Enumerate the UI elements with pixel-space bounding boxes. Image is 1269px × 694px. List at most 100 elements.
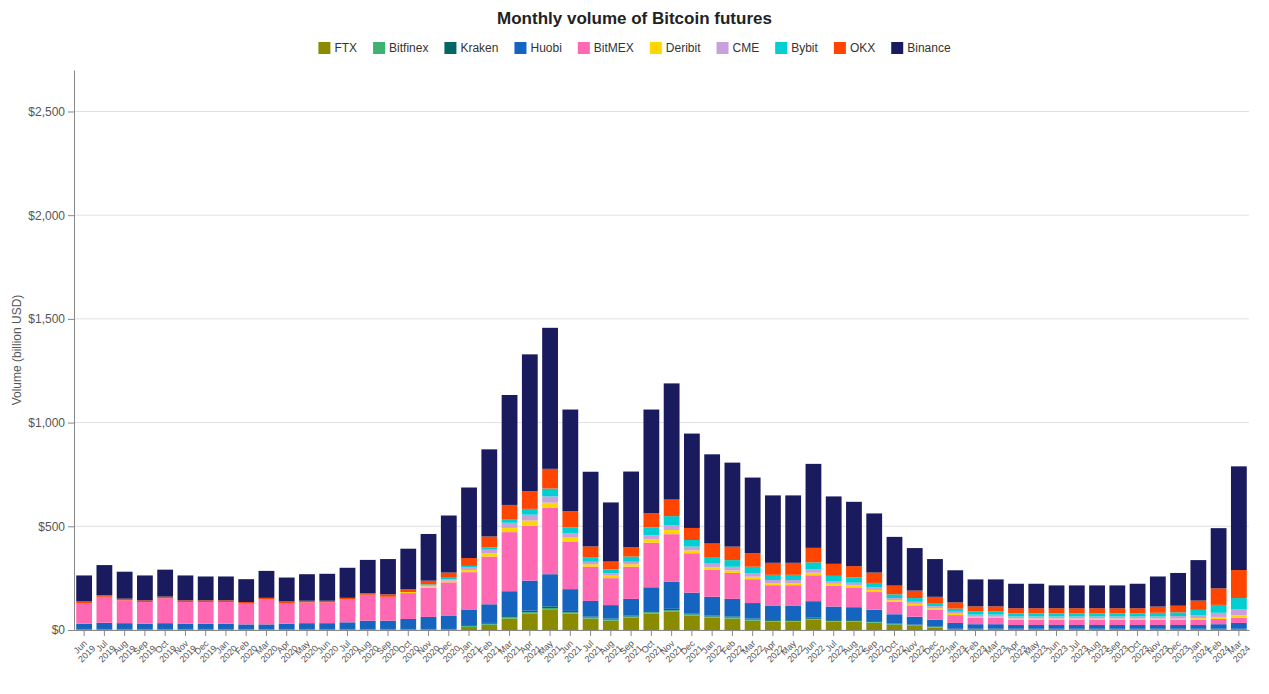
x-tick-mark bbox=[1016, 630, 1017, 636]
bar bbox=[725, 619, 741, 630]
bar bbox=[1028, 608, 1044, 613]
bar bbox=[765, 575, 781, 580]
bar bbox=[887, 600, 903, 602]
bar bbox=[562, 410, 578, 512]
bar bbox=[927, 606, 943, 608]
bar bbox=[1089, 585, 1105, 608]
x-tick-mark bbox=[1238, 630, 1239, 636]
bar bbox=[603, 578, 619, 605]
bar bbox=[704, 564, 720, 568]
bar bbox=[947, 609, 963, 612]
bar bbox=[421, 581, 437, 585]
bar bbox=[887, 594, 903, 598]
legend-label: FTX bbox=[334, 41, 357, 55]
bar bbox=[826, 607, 842, 620]
bar bbox=[259, 630, 275, 631]
bar bbox=[279, 630, 295, 631]
bar bbox=[968, 606, 984, 611]
bar bbox=[745, 619, 761, 620]
bar bbox=[643, 612, 659, 613]
bar bbox=[988, 612, 1004, 615]
x-tick-mark bbox=[894, 630, 895, 636]
bar bbox=[441, 573, 457, 578]
bar bbox=[1089, 630, 1105, 631]
bar bbox=[745, 577, 761, 579]
bar bbox=[1150, 620, 1166, 625]
bar bbox=[806, 548, 822, 563]
bar bbox=[725, 567, 741, 571]
bar bbox=[198, 602, 214, 624]
bar bbox=[522, 611, 538, 612]
bar bbox=[887, 598, 903, 600]
series bbox=[76, 328, 1247, 608]
bars bbox=[76, 328, 1247, 630]
bar bbox=[1150, 619, 1166, 620]
bar bbox=[198, 600, 214, 602]
bar bbox=[117, 629, 133, 630]
bar bbox=[927, 610, 943, 620]
bar bbox=[745, 620, 761, 621]
x-tick: Mar 2024 bbox=[1224, 630, 1252, 664]
bar bbox=[542, 489, 558, 497]
x-tick-mark bbox=[448, 630, 449, 636]
bar bbox=[907, 591, 923, 598]
x-tick-mark bbox=[1117, 630, 1118, 636]
bar bbox=[643, 613, 659, 630]
bar bbox=[623, 618, 639, 630]
bar bbox=[826, 622, 842, 630]
x-tick-mark bbox=[408, 630, 409, 636]
bar bbox=[725, 573, 741, 599]
bar bbox=[238, 630, 254, 631]
bar bbox=[502, 395, 518, 505]
y-tick: $2,500 bbox=[28, 105, 74, 119]
bar bbox=[400, 592, 416, 593]
bar bbox=[1130, 613, 1146, 616]
bar bbox=[1008, 620, 1024, 625]
legend-item: Deribit bbox=[650, 41, 701, 55]
legend-swatch bbox=[318, 42, 330, 54]
bar bbox=[522, 526, 538, 581]
bar bbox=[319, 623, 335, 629]
bar bbox=[421, 585, 437, 586]
bar bbox=[947, 612, 963, 614]
bar bbox=[238, 602, 254, 604]
bar bbox=[299, 630, 315, 631]
bar bbox=[725, 617, 741, 618]
bar bbox=[76, 629, 92, 630]
x-tick-mark bbox=[529, 630, 530, 636]
bar bbox=[887, 537, 903, 586]
bar bbox=[319, 574, 335, 601]
bar bbox=[765, 580, 781, 583]
bar bbox=[137, 624, 153, 629]
bar bbox=[684, 434, 700, 528]
x-tick-mark bbox=[489, 630, 490, 636]
bar bbox=[927, 620, 943, 627]
legend-swatch bbox=[717, 42, 729, 54]
bar bbox=[542, 608, 558, 609]
bar bbox=[481, 550, 497, 554]
bar bbox=[806, 618, 822, 619]
grid-line bbox=[74, 630, 1249, 631]
x-tick-mark bbox=[1178, 630, 1179, 636]
x-tick-mark bbox=[327, 630, 328, 636]
x-tick-mark bbox=[671, 630, 672, 636]
x-tick-mark bbox=[651, 630, 652, 636]
bar bbox=[360, 595, 376, 621]
legend-swatch bbox=[650, 42, 662, 54]
bar bbox=[968, 615, 984, 617]
x-tick-mark bbox=[124, 630, 125, 636]
y-tick-mark bbox=[68, 630, 74, 631]
grid bbox=[74, 111, 1249, 630]
bar bbox=[684, 547, 700, 551]
bar bbox=[785, 585, 801, 606]
bar bbox=[481, 625, 497, 630]
bar bbox=[461, 572, 477, 609]
bar bbox=[1170, 625, 1186, 629]
bar bbox=[1130, 608, 1146, 613]
bar bbox=[279, 629, 295, 630]
bar bbox=[1008, 629, 1024, 630]
bar bbox=[1190, 610, 1206, 615]
bar bbox=[1130, 584, 1146, 608]
bar bbox=[1190, 601, 1206, 610]
bar bbox=[745, 573, 761, 577]
